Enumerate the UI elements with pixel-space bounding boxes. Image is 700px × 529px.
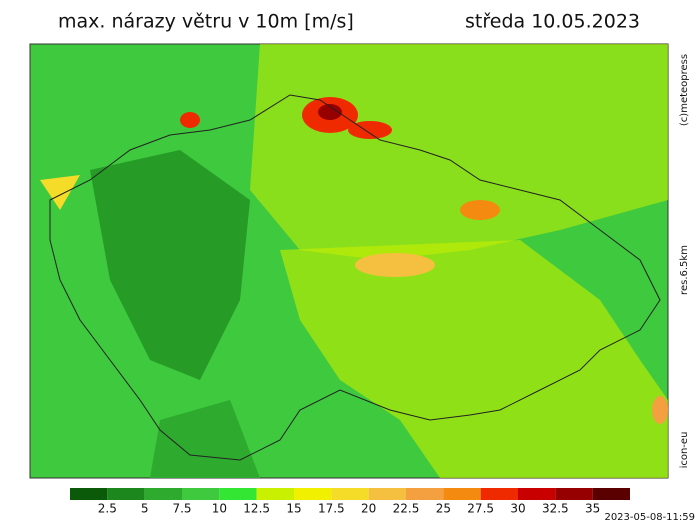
- gust-spot: [460, 200, 500, 220]
- gust-spot: [348, 121, 392, 139]
- legend-swatch: [518, 488, 556, 500]
- resolution: res.6.5km: [679, 245, 690, 295]
- legend-label: 20: [361, 502, 376, 516]
- legend-swatch: [70, 488, 108, 500]
- legend-swatch: [294, 488, 332, 500]
- legend-swatch: [107, 488, 145, 500]
- gust-spot: [318, 104, 342, 120]
- legend-swatch: [592, 488, 630, 500]
- legend-label: 27.5: [467, 502, 494, 516]
- gust-spot: [355, 253, 435, 277]
- model: icon-eu: [679, 432, 690, 469]
- field: [250, 44, 668, 260]
- legend-swatch: [144, 488, 182, 500]
- gust-spot: [652, 396, 668, 424]
- legend-label: 35: [585, 502, 600, 516]
- map: [29, 43, 669, 479]
- field: [90, 150, 250, 380]
- field: [150, 400, 260, 478]
- legend-swatch: [256, 488, 294, 500]
- legend-label: 10: [212, 502, 227, 516]
- legend-swatch: [182, 488, 220, 500]
- legend-swatch: [331, 488, 369, 500]
- legend-label: 12.5: [243, 502, 270, 516]
- legend-label: 5: [141, 502, 149, 516]
- legend-label: 7.5: [172, 502, 191, 516]
- legend-label: 17.5: [318, 502, 345, 516]
- date: středa 10.05.2023: [465, 11, 640, 33]
- field: [40, 175, 80, 210]
- legend-swatch: [219, 488, 257, 500]
- legend-label: 22.5: [393, 502, 420, 516]
- copyright: (c)meteopress: [679, 54, 690, 126]
- legend-label: 30: [510, 502, 525, 516]
- legend-label: 15: [286, 502, 301, 516]
- legend-label: 2.5: [98, 502, 117, 516]
- gust-spot: [180, 112, 200, 128]
- title: max. nárazy větru v 10m [m/s]: [58, 11, 354, 33]
- border: [49, 94, 661, 461]
- legend: 2.5 5 7.5 10 12.5 15 17.5 20 22.5 25 27.5 30 32.5 35: [70, 488, 630, 516]
- timestamp: 2023-05-08-11:59: [604, 512, 695, 523]
- legend-swatch: [368, 488, 406, 500]
- field: [280, 240, 668, 478]
- legend-swatch: [406, 488, 444, 500]
- legend-swatch: [480, 488, 518, 500]
- legend-label: 25: [436, 502, 451, 516]
- legend-swatch: [443, 488, 481, 500]
- legend-label: 32.5: [542, 502, 569, 516]
- legend-swatch: [555, 488, 593, 500]
